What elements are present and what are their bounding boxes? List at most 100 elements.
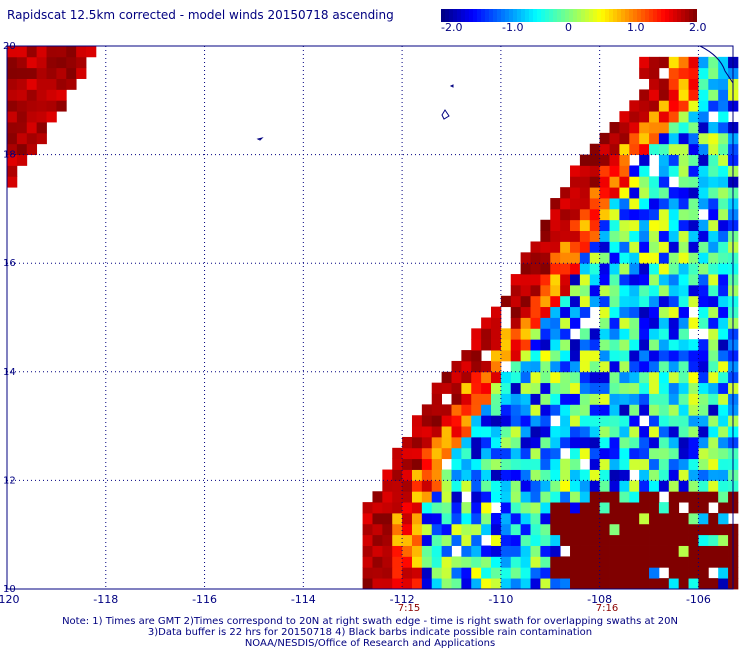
heatmap-cell bbox=[491, 523, 502, 536]
heatmap-cell bbox=[678, 208, 689, 221]
heatmap-cell bbox=[668, 415, 680, 427]
heatmap-cell bbox=[658, 89, 670, 101]
colorbar-segment bbox=[689, 9, 694, 22]
heatmap-cell bbox=[461, 382, 472, 394]
heatmap-cell bbox=[698, 230, 709, 242]
heatmap-cell bbox=[599, 491, 610, 503]
heatmap-cell bbox=[491, 382, 502, 394]
heatmap-cell bbox=[7, 78, 18, 90]
colorbar-segment bbox=[509, 9, 514, 22]
heatmap-cell bbox=[26, 111, 38, 123]
heatmap-cell bbox=[599, 393, 610, 405]
heatmap-cell bbox=[481, 382, 492, 394]
heatmap-cell bbox=[56, 46, 67, 58]
heatmap-cell bbox=[609, 263, 620, 275]
heatmap-cell bbox=[668, 263, 680, 275]
heatmap-cell bbox=[678, 339, 689, 351]
heatmap-cell bbox=[589, 469, 601, 481]
heatmap-cell bbox=[708, 491, 719, 503]
heatmap-cell bbox=[639, 426, 650, 438]
heatmap-cell bbox=[649, 241, 660, 253]
heatmap-cell bbox=[639, 187, 650, 199]
heatmap-cell bbox=[570, 241, 581, 253]
heatmap-cell bbox=[481, 458, 492, 470]
heatmap-cell bbox=[649, 56, 660, 69]
heatmap-cell bbox=[560, 556, 571, 568]
heatmap-cell bbox=[570, 491, 581, 503]
heatmap-cell bbox=[619, 176, 630, 188]
heatmap-cell bbox=[668, 165, 680, 177]
heatmap-cell bbox=[589, 230, 601, 242]
heatmap-cell bbox=[510, 306, 522, 318]
heatmap-cell bbox=[520, 502, 531, 514]
heatmap-cell bbox=[619, 458, 630, 470]
heatmap-cell bbox=[560, 208, 571, 221]
heatmap-cell bbox=[56, 78, 67, 90]
y-tick-label: 10 bbox=[3, 584, 16, 595]
heatmap-cell bbox=[461, 469, 472, 481]
heatmap-cell bbox=[520, 404, 531, 416]
heatmap-cell bbox=[530, 469, 541, 481]
heatmap-cell bbox=[500, 480, 512, 492]
heatmap-cell bbox=[629, 295, 640, 308]
heatmap-cell bbox=[579, 208, 591, 221]
heatmap-cell bbox=[431, 567, 443, 579]
heatmap-cell bbox=[678, 491, 689, 503]
heatmap-cell bbox=[658, 328, 670, 340]
heatmap-cell bbox=[530, 567, 541, 579]
heatmap-cell bbox=[639, 480, 650, 492]
heatmap-cell bbox=[698, 339, 709, 351]
heatmap-cell bbox=[431, 545, 443, 557]
heatmap-cell bbox=[708, 274, 719, 286]
heatmap-cell bbox=[609, 252, 620, 264]
heatmap-cell bbox=[619, 295, 630, 308]
heatmap-cell bbox=[431, 393, 443, 405]
heatmap-cell bbox=[481, 426, 492, 438]
heatmap-cell bbox=[688, 415, 699, 427]
heatmap-cell bbox=[579, 534, 591, 546]
colorbar-segment bbox=[637, 9, 642, 22]
heatmap-cell bbox=[688, 198, 699, 210]
heatmap-cell bbox=[708, 556, 719, 568]
heatmap-cell bbox=[500, 512, 512, 525]
heatmap-cell bbox=[520, 534, 531, 546]
heatmap-cell bbox=[668, 306, 680, 318]
heatmap-cell bbox=[698, 295, 709, 308]
heatmap-cell bbox=[678, 328, 689, 340]
heatmap-cell bbox=[658, 382, 670, 394]
heatmap-cell bbox=[599, 436, 610, 449]
heatmap-cell bbox=[500, 339, 512, 351]
heatmap-cell bbox=[599, 545, 610, 557]
heatmap-cell bbox=[382, 502, 393, 514]
heatmap-cell bbox=[708, 122, 719, 134]
heatmap-cell bbox=[570, 469, 581, 481]
heatmap-cell bbox=[461, 371, 472, 384]
heatmap-cell bbox=[649, 295, 660, 308]
heatmap-cell bbox=[619, 208, 630, 221]
heatmap-cell bbox=[678, 415, 689, 427]
heatmap-cell bbox=[392, 512, 403, 525]
heatmap-cell bbox=[599, 274, 610, 286]
heatmap-cell bbox=[16, 154, 28, 166]
heatmap-cell bbox=[36, 89, 47, 101]
heatmap-cell bbox=[382, 534, 393, 546]
heatmap-cell bbox=[658, 317, 670, 329]
heatmap-cell bbox=[560, 350, 571, 362]
colorbar-segment bbox=[605, 9, 610, 22]
heatmap-cell bbox=[639, 339, 650, 351]
heatmap-cell bbox=[441, 491, 452, 503]
heatmap-cell bbox=[411, 426, 423, 438]
heatmap-cell bbox=[431, 382, 443, 394]
heatmap-cell bbox=[579, 198, 591, 210]
heatmap-cell bbox=[560, 426, 571, 438]
heatmap-cell bbox=[421, 480, 433, 492]
heatmap-cell bbox=[550, 360, 561, 373]
heatmap-cell bbox=[491, 567, 502, 579]
heatmap-cell bbox=[471, 339, 482, 351]
heatmap-cell bbox=[431, 480, 443, 492]
heatmap-cell bbox=[658, 100, 670, 112]
colorbar-segment bbox=[621, 9, 626, 22]
heatmap-cell bbox=[510, 556, 522, 568]
colorbar-segment bbox=[613, 9, 618, 22]
heatmap-cell bbox=[570, 350, 581, 362]
